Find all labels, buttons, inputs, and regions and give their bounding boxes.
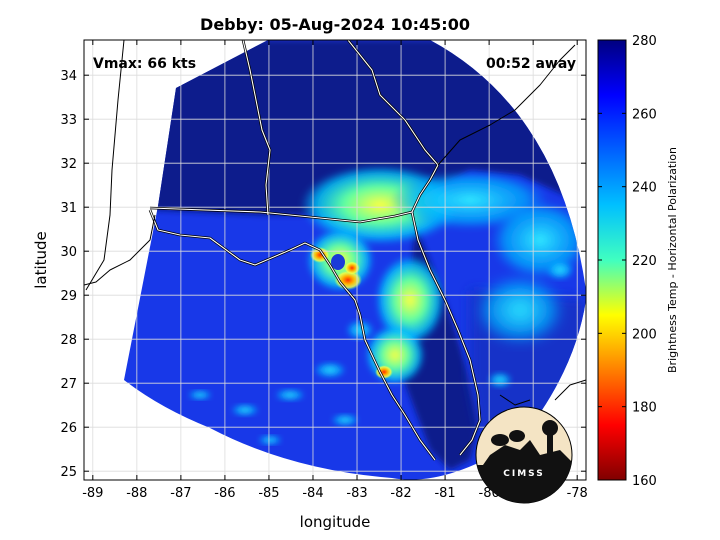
- band-peninsula-west: [375, 255, 445, 345]
- y-tick-label: 25: [60, 465, 77, 480]
- cell-atlantic-2: [546, 260, 574, 280]
- y-tick-label: 26: [60, 421, 77, 436]
- band-southeast: [475, 275, 565, 345]
- y-tick-label: 27: [60, 377, 77, 392]
- y-tick-label: 33: [60, 113, 77, 128]
- coast-bahamas-2: [554, 379, 586, 401]
- cell-gulf-3: [275, 389, 305, 401]
- storm-eye: [331, 254, 345, 270]
- logo-tower-ball: [542, 420, 558, 436]
- axes-frame: [83, 39, 587, 481]
- y-tick-label: 32: [60, 157, 77, 172]
- time-away-annotation: 00:52 away: [486, 56, 576, 72]
- coast-bahamas-1: [499, 394, 531, 406]
- colorbar-tick-label: 240: [632, 181, 657, 196]
- x-axis-label: longitude: [300, 513, 371, 531]
- colorbar-tick-label: 220: [632, 254, 657, 269]
- cell-gulf-5: [258, 435, 282, 445]
- coast-gulf-panhandle-inner: [149, 209, 436, 461]
- logo-dish-right: [509, 430, 525, 442]
- cell-gulf-1: [188, 390, 212, 400]
- logo-text: CIMSS: [503, 469, 544, 479]
- x-tick-label: -82: [390, 486, 411, 501]
- logo-dish-left: [491, 434, 509, 446]
- gridlines: [84, 40, 586, 480]
- coastlines-and-borders: [84, 40, 586, 461]
- band-east: [490, 200, 586, 280]
- colorbar-tick-label: 280: [632, 34, 657, 49]
- colorbar-ticks: 160 180 200 220 240 260 280: [598, 34, 657, 489]
- band-south: [365, 325, 425, 385]
- y-tick-label: 31: [60, 201, 77, 216]
- x-tick-label: -87: [170, 486, 191, 501]
- y-tick-label: 29: [60, 289, 77, 304]
- cell-gulf-4: [314, 362, 346, 378]
- border-ga-sc-inner: [347, 40, 439, 166]
- colorbar-tick-label: 180: [632, 401, 657, 416]
- colorbar-tick-label: 200: [632, 327, 657, 342]
- eyewall-hot-east: [344, 261, 360, 275]
- colorbar-label: Brightness Temp - Horizontal Polarizatio…: [666, 147, 679, 373]
- x-tick-label: -83: [346, 486, 367, 501]
- y-tick-label: 28: [60, 333, 77, 348]
- x-tick-label: -78: [567, 486, 588, 501]
- border-al-ms: [85, 40, 125, 291]
- x-tick-label: -84: [302, 486, 323, 501]
- coast-atlantic-inner: [411, 164, 481, 456]
- y-tick-label: 30: [60, 245, 77, 260]
- y-axis-label: latitude: [32, 231, 50, 289]
- colorbar-tick-label: 160: [632, 474, 657, 489]
- y-tick-label: 34: [60, 69, 77, 84]
- cell-gulf-7: [346, 320, 374, 340]
- vmax-annotation: Vmax: 66 kts: [93, 56, 196, 72]
- coast-ms-al: [84, 214, 156, 286]
- logo-tower: [547, 434, 553, 456]
- cimss-logo: CIMSS: [475, 406, 573, 504]
- border-state-ga-fl-north-inner: [242, 40, 271, 216]
- cell-gulf-6: [331, 414, 359, 426]
- x-tick-label: -86: [214, 486, 235, 501]
- x-tick-label: -89: [82, 486, 103, 501]
- x-tick-label: -88: [126, 486, 147, 501]
- border-fl-ga-inner: [149, 207, 413, 223]
- cell-gulf-2: [231, 404, 259, 416]
- cell-atlantic-1: [488, 372, 512, 388]
- colorbar: [597, 39, 627, 481]
- x-tick-label: -85: [258, 486, 279, 501]
- x-tick-label: -81: [434, 486, 455, 501]
- colorbar-tick-label: 260: [632, 107, 657, 122]
- logo-band: [476, 465, 572, 480]
- chart-title: Debby: 05-Aug-2024 10:45:00: [200, 15, 470, 34]
- y-axis-ticks: 25 26 27 28 29 30 31 32 33 34: [60, 69, 586, 480]
- coast-sc-nc: [437, 44, 576, 166]
